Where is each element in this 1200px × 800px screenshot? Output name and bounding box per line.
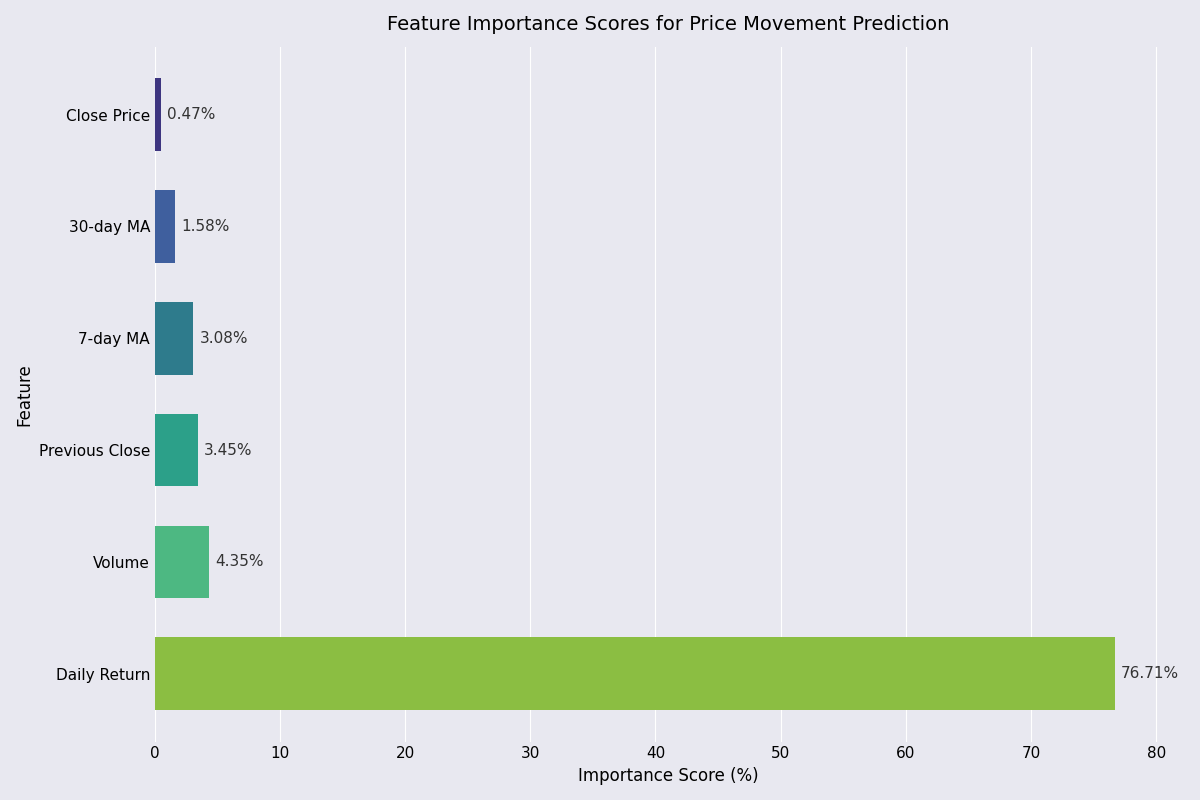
Bar (155, 638, 1115, 710)
Text: 4.35%: 4.35% (216, 554, 264, 570)
X-axis label: Importance Score (%): Importance Score (%) (577, 767, 758, 785)
Text: 0.47%: 0.47% (167, 107, 215, 122)
Text: 76.71%: 76.71% (1121, 666, 1180, 681)
Y-axis label: Feature: Feature (16, 362, 34, 426)
Bar (155, 526, 209, 598)
Text: 3.45%: 3.45% (204, 442, 253, 458)
Title: Feature Importance Scores for Price Movement Prediction: Feature Importance Scores for Price Move… (386, 15, 949, 34)
Bar (155, 190, 174, 262)
Bar (155, 78, 161, 151)
Bar (155, 414, 198, 486)
Text: 1.58%: 1.58% (181, 219, 229, 234)
Text: 3.08%: 3.08% (199, 330, 248, 346)
Bar (155, 302, 193, 374)
